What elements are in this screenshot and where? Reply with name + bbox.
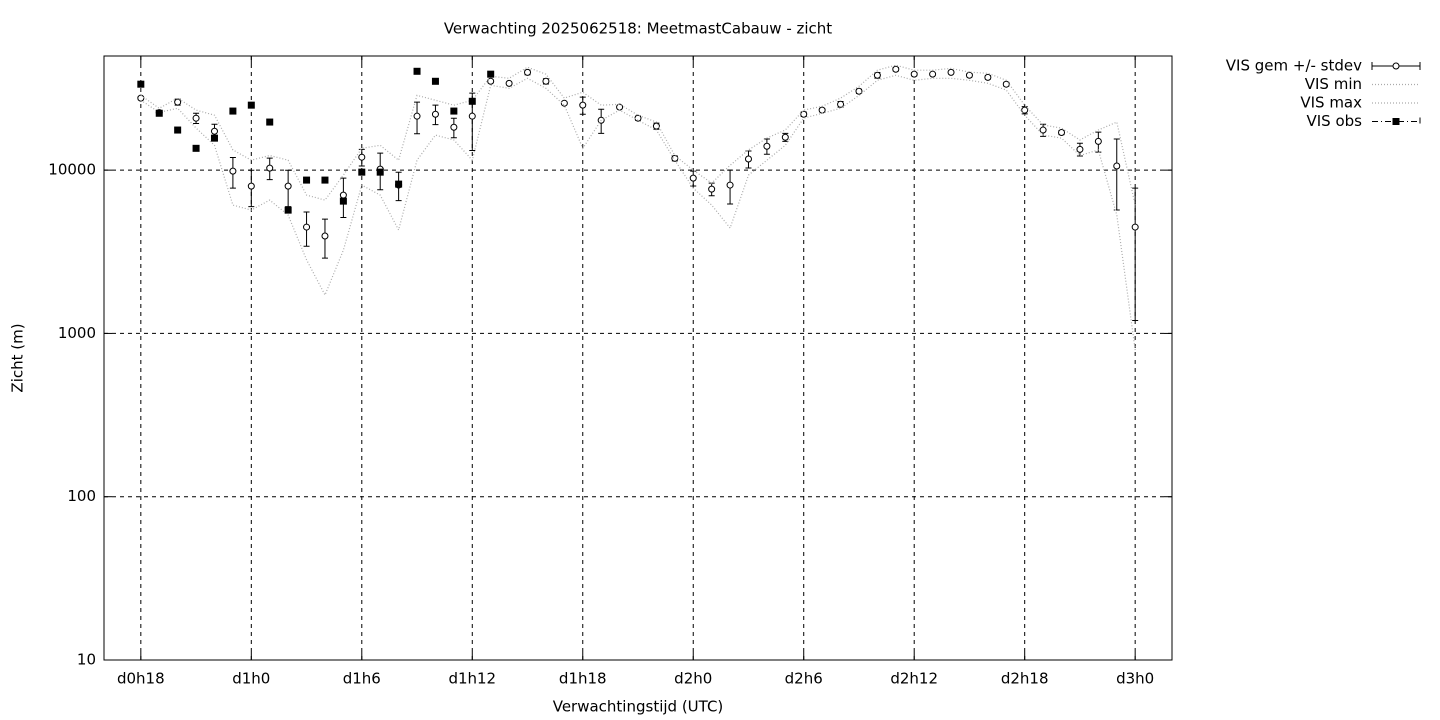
x-tick-label: d3h0 xyxy=(1116,670,1154,688)
point xyxy=(708,185,716,193)
point xyxy=(1131,223,1139,231)
point xyxy=(450,123,458,131)
point xyxy=(376,168,384,176)
point xyxy=(247,101,255,109)
x-tick-label: d1h12 xyxy=(448,670,496,688)
point xyxy=(229,107,237,115)
legend-swatch xyxy=(1392,118,1400,125)
point xyxy=(174,126,182,134)
point xyxy=(524,68,532,76)
point xyxy=(137,94,145,102)
point xyxy=(984,73,992,81)
x-tick-label: d0h18 xyxy=(117,670,165,688)
point xyxy=(266,164,274,172)
legend-swatch xyxy=(1372,117,1421,126)
point xyxy=(560,99,568,107)
plot-frame xyxy=(103,55,1173,661)
x-tick-label: d2h12 xyxy=(890,670,938,688)
point xyxy=(873,71,881,79)
point xyxy=(266,118,274,126)
point xyxy=(210,134,218,142)
point xyxy=(1058,129,1066,137)
point xyxy=(1076,145,1084,153)
point xyxy=(837,100,845,108)
point xyxy=(487,70,495,78)
chart-title: Verwachting 2025062518: MeetmastCabauw -… xyxy=(444,20,832,38)
point xyxy=(413,67,421,75)
y-tick-label: 10000 xyxy=(48,161,96,179)
point xyxy=(468,97,476,105)
legend-swatch xyxy=(1392,62,1400,70)
point xyxy=(487,77,495,85)
point xyxy=(358,153,366,161)
point xyxy=(210,127,218,135)
x-tick-label: d2h0 xyxy=(674,670,712,688)
point xyxy=(431,77,439,85)
error-bar xyxy=(1132,187,1139,321)
point xyxy=(1094,137,1102,145)
point xyxy=(155,109,163,117)
point xyxy=(965,71,973,79)
point xyxy=(358,168,366,176)
y-axis-label: Zicht (m) xyxy=(9,323,27,392)
point xyxy=(321,176,329,184)
point xyxy=(652,122,660,130)
point xyxy=(1113,162,1121,170)
point xyxy=(284,206,292,214)
legend-label: VIS obs xyxy=(1307,112,1363,130)
legend-label: VIS min xyxy=(1305,75,1362,93)
point xyxy=(192,114,200,122)
point xyxy=(579,101,587,109)
point xyxy=(413,112,421,120)
y-tick-label: 1000 xyxy=(58,324,96,342)
point xyxy=(800,110,808,118)
point xyxy=(855,87,863,95)
point xyxy=(818,106,826,114)
x-tick-label: d1h0 xyxy=(232,670,270,688)
point xyxy=(229,167,237,175)
point xyxy=(505,79,513,87)
x-axis-label: Verwachtingstijd (UTC) xyxy=(553,698,724,716)
point xyxy=(174,98,182,106)
point xyxy=(744,155,752,163)
point xyxy=(247,182,255,190)
point xyxy=(689,174,697,182)
line xyxy=(140,64,1136,206)
x-tick-label: d1h6 xyxy=(343,670,381,688)
x-tick-label: d1h18 xyxy=(559,670,607,688)
point xyxy=(395,180,403,188)
point xyxy=(431,110,439,118)
point xyxy=(929,70,937,78)
point xyxy=(284,182,292,190)
point xyxy=(192,144,200,152)
x-tick-label: d2h18 xyxy=(1001,670,1049,688)
y-tick-label: 10 xyxy=(77,651,96,669)
y-tick-label: 100 xyxy=(67,487,96,505)
point xyxy=(763,142,771,150)
point xyxy=(1039,126,1047,134)
point xyxy=(947,68,955,76)
point xyxy=(450,107,458,115)
legend-label: VIS max xyxy=(1300,94,1362,112)
point xyxy=(303,223,311,231)
legend-label: VIS gem +/- stdev xyxy=(1226,57,1362,75)
point xyxy=(892,65,900,73)
point xyxy=(339,191,347,199)
point xyxy=(781,133,789,141)
point xyxy=(303,176,311,184)
x-tick-label: d2h6 xyxy=(785,670,823,688)
point xyxy=(339,197,347,205)
line xyxy=(140,74,1136,351)
point xyxy=(137,80,145,88)
point xyxy=(726,181,734,189)
point xyxy=(321,232,329,240)
point xyxy=(542,77,550,85)
point xyxy=(910,70,918,78)
point xyxy=(468,112,476,120)
point xyxy=(1002,80,1010,88)
